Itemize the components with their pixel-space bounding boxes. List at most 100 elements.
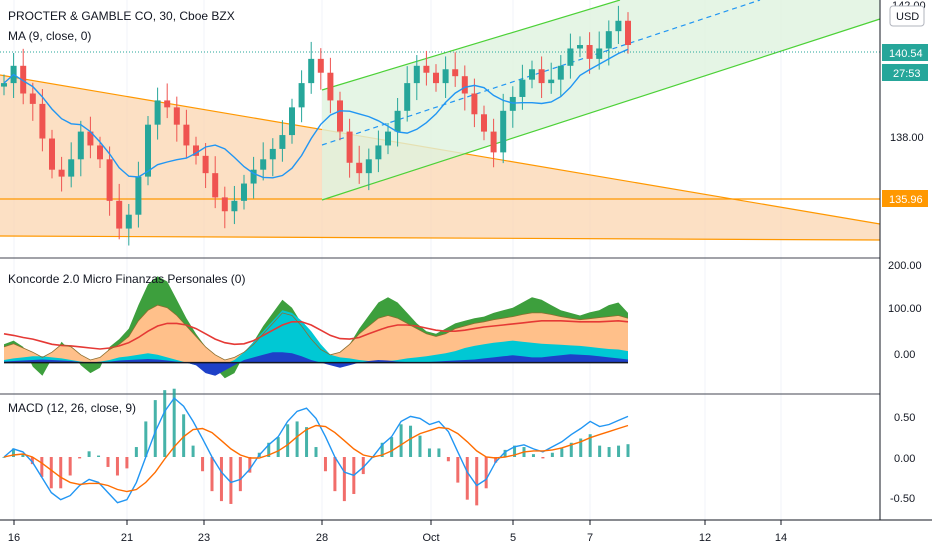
- macd-legend: MACD (12, 26, close, 9): [8, 401, 136, 415]
- macd-histogram-bar: [78, 457, 82, 459]
- macd-histogram: [2, 388, 630, 506]
- candle-body: [452, 69, 459, 77]
- candle-body: [519, 79, 526, 97]
- macd-histogram-bar: [437, 448, 441, 457]
- candle-body: [586, 45, 593, 59]
- macd-histogram-bar: [305, 427, 309, 457]
- candle-body: [221, 197, 228, 212]
- macd-histogram-bar: [456, 457, 460, 483]
- hline-price-tag: [882, 190, 928, 207]
- chart-title: PROCTER & GAMBLE CO, 30, Cboe BZX: [8, 9, 235, 23]
- y-tick-138: 138.00: [890, 132, 924, 144]
- macd-histogram-bar: [49, 457, 53, 489]
- macd-tick-050: 0.50: [894, 412, 915, 424]
- candle-body: [125, 214, 132, 229]
- candle-body: [481, 114, 487, 132]
- candle-body: [413, 65, 420, 84]
- candle-body: [385, 131, 391, 146]
- candle-body: [49, 138, 55, 170]
- channel-top-line[interactable]: [321, 0, 621, 91]
- macd-histogram-bar: [125, 457, 129, 469]
- macd-histogram-bar: [68, 457, 72, 476]
- candle-body: [269, 148, 276, 160]
- candle-body: [289, 107, 295, 136]
- ma-line: [3, 48, 629, 179]
- time-tick-label: 14: [775, 532, 787, 544]
- macd-histogram-bar: [390, 437, 394, 457]
- candle-body: [461, 76, 468, 94]
- countdown-value: 27:53: [893, 68, 921, 80]
- koncorde-tick-200: 200.00: [888, 260, 922, 272]
- hline-price-value: 135.96: [889, 194, 923, 206]
- price-pane[interactable]: PROCTER & GAMBLE CO, 30, Cboe BZX MA (9,…: [0, 0, 881, 246]
- macd-histogram-bar: [11, 448, 15, 457]
- candle-body: [145, 124, 151, 177]
- candle-body: [164, 100, 171, 108]
- time-tick-label: 23: [198, 532, 210, 544]
- channel-bottom-line[interactable]: [321, 18, 881, 201]
- time-tick-label: 12: [699, 532, 711, 544]
- macd-histogram-bar: [229, 457, 233, 504]
- candle-body: [442, 69, 449, 84]
- macd-histogram-bar: [531, 454, 535, 457]
- macd-histogram-bar: [30, 457, 34, 465]
- parallel-channel-fill[interactable]: [322, 0, 880, 200]
- candle-body: [471, 93, 478, 115]
- macd-histogram-bar: [484, 457, 488, 489]
- macd-histogram-bar: [399, 424, 403, 457]
- time-axis[interactable]: 16 21 23 28 Oct 5 7 12 14: [0, 519, 932, 544]
- candle-body: [577, 45, 583, 49]
- macd-histogram-bar: [106, 457, 110, 467]
- candle-body: [557, 65, 564, 80]
- koncorde-red-line: [3, 319, 629, 350]
- macd-histogram-bar: [617, 445, 621, 457]
- candle-body: [509, 96, 516, 111]
- macd-histogram-bar: [361, 457, 365, 475]
- candlestick-series: [1, 5, 631, 246]
- candle-body: [327, 72, 334, 101]
- macd-histogram-bar: [560, 448, 564, 457]
- macd-tick-neg050: -0.50: [890, 493, 915, 505]
- candle-body: [538, 69, 545, 84]
- last-price-value: 140.54: [889, 48, 923, 60]
- macd-pane[interactable]: MACD (12, 26, close, 9): [2, 388, 630, 506]
- candle-body: [29, 93, 36, 104]
- macd-histogram-bar: [380, 442, 384, 457]
- macd-histogram-bar: [541, 457, 545, 459]
- candle-body: [529, 69, 535, 80]
- macd-histogram-bar: [40, 457, 44, 477]
- currency-button[interactable]: [889, 5, 925, 27]
- candle-body: [77, 131, 84, 160]
- macd-histogram-bar: [286, 424, 290, 457]
- candle-body: [625, 20, 631, 46]
- macd-histogram-bar: [342, 457, 346, 502]
- macd-histogram-bar: [475, 457, 479, 506]
- time-tick-label: 5: [510, 532, 516, 544]
- macd-histogram-bar: [210, 457, 214, 492]
- candle-body: [308, 58, 315, 84]
- candle-body: [20, 65, 27, 94]
- candle-body: [135, 176, 142, 215]
- candle-body: [1, 83, 7, 87]
- macd-histogram-bar: [182, 414, 186, 457]
- triangle-bottom-line[interactable]: [0, 235, 881, 241]
- time-tick-label: 16: [8, 532, 20, 544]
- ma-legend: MA (9, close, 0): [8, 29, 91, 43]
- macd-histogram-bar: [115, 457, 119, 476]
- currency-label: USD: [896, 11, 919, 23]
- macd-histogram-bar: [276, 437, 280, 457]
- candle-body: [58, 169, 65, 177]
- koncorde-pane[interactable]: Koncorde 2.0 Micro Finanzas Personales (…: [3, 272, 629, 379]
- macd-histogram-bar: [579, 438, 583, 457]
- candle-body: [375, 145, 382, 160]
- macd-histogram-bar: [238, 457, 242, 492]
- candle-body: [433, 72, 439, 84]
- candle-body: [260, 159, 267, 170]
- candle-body: [250, 169, 257, 184]
- macd-histogram-bar: [333, 457, 337, 492]
- macd-histogram-bar: [21, 454, 25, 457]
- price-axis[interactable]: 142.00 USD 138.00 140.54 27:53 135.96 20…: [879, 0, 928, 520]
- candle-body: [298, 83, 305, 108]
- candle-body: [404, 83, 411, 111]
